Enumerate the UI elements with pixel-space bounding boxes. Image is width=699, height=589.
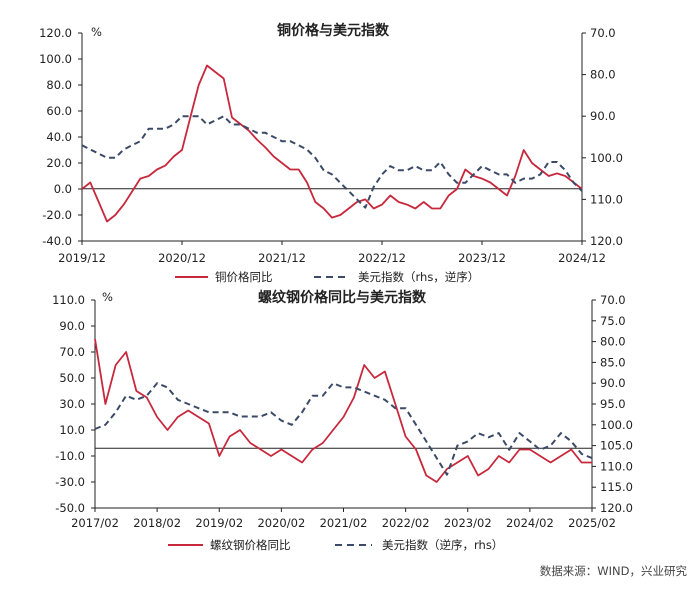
x-tick-label: 2020/12 (158, 251, 206, 265)
right-tick-label: 110.0 (600, 459, 633, 473)
x-tick-label: 2023/02 (444, 516, 492, 530)
x-tick-label: 2022/02 (382, 516, 430, 530)
chart-2: 螺纹钢价格同比与美元指数 % 110.0 90.0 70.0 50.0 30.0 10.0… (52, 289, 633, 552)
right-tick-label: 70.0 (590, 26, 616, 40)
left-tick-label: 60.0 (46, 104, 72, 118)
chart-1-legend-copper: 铜价格同比 (215, 270, 273, 284)
right-tick-label: 75.0 (600, 314, 626, 328)
x-tick-label: 2018/02 (133, 516, 181, 530)
right-tick-label: 100.0 (600, 418, 633, 432)
left-tick-label: 40.0 (46, 130, 72, 144)
chart-1-legend: 铜价格同比 美元指数（rhs，逆序） (175, 270, 479, 284)
right-tick-label: 110.0 (590, 192, 623, 206)
x-tick-label: 2022/12 (358, 251, 406, 265)
x-tick-label: 2021/12 (258, 251, 306, 265)
chart-2-legend-rebar: 螺纹钢价格同比 (210, 538, 291, 552)
left-tick-label: 0.0 (54, 182, 72, 196)
left-tick-label: 20.0 (46, 156, 72, 170)
series-line-dollar-index (94, 382, 593, 476)
right-tick-label: 100.0 (590, 151, 623, 165)
right-tick-label: 120.0 (590, 234, 623, 248)
chart-1-x-ticks: 2019/12 2020/12 2021/12 2022/12 2023/12 2024/… (58, 241, 606, 265)
chart-2-legend: 螺纹钢价格同比 美元指数（逆序，rhs） (168, 538, 503, 552)
left-tick-label: 100.0 (39, 52, 72, 66)
right-tick-label: 80.0 (600, 335, 626, 349)
chart-2-right-ticks: 70.0 75.0 80.0 85.0 90.0 95.0 100.0 105.0 110.0 1… (592, 293, 633, 515)
x-tick-label: 2024/02 (506, 516, 554, 530)
chart-2-title: 螺纹钢价格同比与美元指数 (258, 289, 427, 306)
x-tick-label: 2025/02 (568, 516, 616, 530)
chart-1-title: 铜价格与美元指数 (277, 22, 390, 39)
series-line-yoy (94, 338, 592, 483)
source-note: 数据来源：WIND，兴业研究 (540, 564, 688, 578)
right-tick-label: 115.0 (600, 480, 633, 494)
right-tick-label: 120.0 (600, 501, 633, 515)
x-tick-label: 2021/02 (320, 516, 368, 530)
left-tick-label: -50.0 (55, 501, 85, 515)
left-tick-label: 30.0 (59, 397, 85, 411)
chart-1-legend-dxy: 美元指数（rhs，逆序） (358, 270, 479, 284)
chart-1-left-ticks: 120.0 100.0 80.0 60.0 40.0 20.0 0.0 -20.0 -40.0 (39, 26, 82, 248)
right-tick-label: 90.0 (590, 109, 616, 123)
left-tick-label: -40.0 (42, 234, 72, 248)
chart-2-x-ticks: 2017/02 2018/02 2019/02 2020/02 2021/02 2022/… (71, 508, 616, 530)
right-tick-label: 105.0 (600, 439, 633, 453)
x-tick-label: 2020/02 (257, 516, 305, 530)
left-tick-label: 80.0 (46, 78, 72, 92)
x-tick-label: 2023/12 (458, 251, 506, 265)
left-tick-label: 50.0 (59, 371, 85, 385)
x-tick-label: 2024/12 (558, 251, 606, 265)
left-tick-label: -30.0 (55, 475, 85, 489)
chart-2-left-unit: % (102, 290, 113, 304)
chart-1-left-unit: % (91, 25, 102, 39)
left-tick-label: 120.0 (39, 26, 72, 40)
left-tick-label: 10.0 (59, 423, 85, 437)
series-line-yoy (81, 64, 583, 223)
chart-1: 铜价格与美元指数 % 120.0 100.0 80.0 60.0 40.0 20.0 0.0… (39, 22, 623, 284)
right-tick-label: 95.0 (600, 397, 626, 411)
x-tick-label: 2017/02 (71, 516, 119, 530)
chart-1-right-ticks: 70.0 80.0 90.0 100.0 110.0 120.0 (582, 26, 623, 248)
left-tick-label: -20.0 (42, 208, 72, 222)
left-tick-label: -10.0 (55, 449, 85, 463)
x-tick-label: 2019/02 (195, 516, 243, 530)
left-tick-label: 90.0 (59, 319, 85, 333)
chart-1-series (81, 64, 583, 223)
left-tick-label: 70.0 (59, 345, 85, 359)
right-tick-label: 70.0 (600, 293, 626, 307)
chart-2-series (94, 338, 593, 483)
right-tick-label: 85.0 (600, 355, 626, 369)
chart-2-left-ticks: 110.0 90.0 70.0 50.0 30.0 10.0 -10.0 -30.0 -50.0 (52, 293, 95, 515)
right-tick-label: 90.0 (600, 376, 626, 390)
left-tick-label: 110.0 (52, 293, 85, 307)
series-line-dollar-index (81, 115, 583, 209)
chart-2-legend-dxy: 美元指数（逆序，rhs） (382, 538, 503, 552)
right-tick-label: 80.0 (590, 68, 616, 82)
x-tick-label: 2019/12 (58, 251, 106, 265)
